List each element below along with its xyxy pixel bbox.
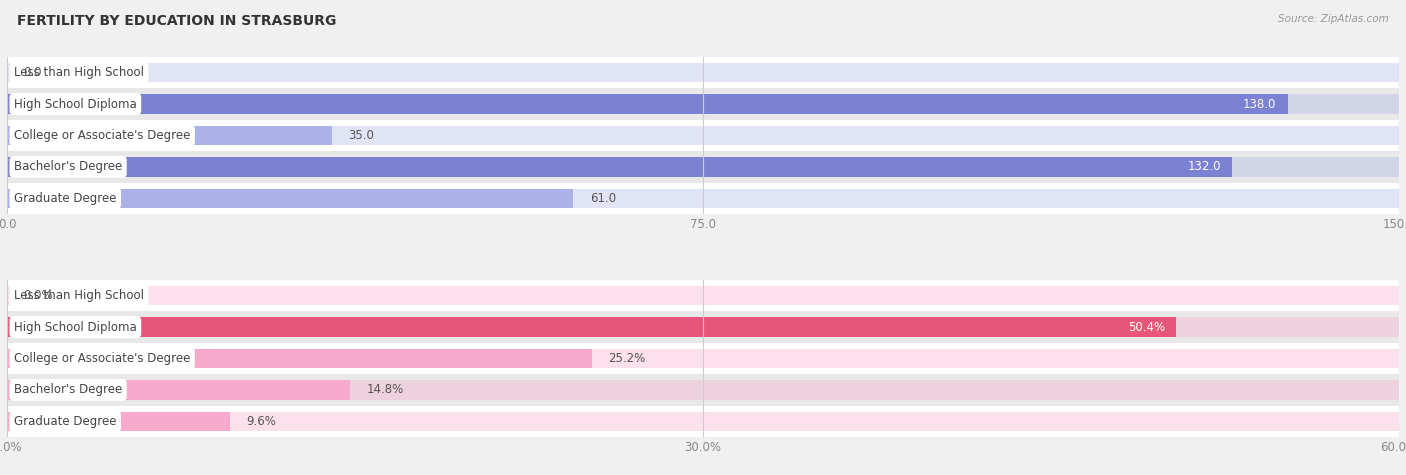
Text: FERTILITY BY EDUCATION IN STRASBURG: FERTILITY BY EDUCATION IN STRASBURG [17,14,336,28]
Bar [7,126,1399,145]
Text: 14.8%: 14.8% [367,383,405,397]
Bar [7,151,1399,182]
Bar [7,157,1232,177]
Text: Less than High School: Less than High School [14,289,143,302]
Bar [7,343,1399,374]
Bar [7,182,1399,214]
Bar [7,57,1399,88]
Bar [7,126,332,145]
Text: High School Diploma: High School Diploma [14,321,136,333]
Text: High School Diploma: High School Diploma [14,97,136,111]
Text: Less than High School: Less than High School [14,66,143,79]
Text: 61.0: 61.0 [589,192,616,205]
Bar [7,312,1399,343]
Bar [7,280,1399,312]
Text: 0.0%: 0.0% [24,289,53,302]
Text: Bachelor's Degree: Bachelor's Degree [14,383,122,397]
Bar [7,411,1399,431]
Bar [7,380,1399,399]
Bar [7,374,1399,406]
Bar [7,349,1399,368]
Text: College or Associate's Degree: College or Associate's Degree [14,352,190,365]
Bar [7,95,1288,114]
Text: Graduate Degree: Graduate Degree [14,415,117,428]
Bar [7,411,229,431]
Text: 50.4%: 50.4% [1128,321,1166,333]
Text: 25.2%: 25.2% [609,352,645,365]
Bar [7,189,1399,208]
Bar [7,406,1399,437]
Bar [7,95,1399,114]
Bar [7,63,1399,83]
Bar [7,88,1399,120]
Bar [7,120,1399,151]
Bar [7,157,1399,177]
Text: Bachelor's Degree: Bachelor's Degree [14,161,122,173]
Bar [7,349,592,368]
Bar [7,189,574,208]
Bar [7,380,350,399]
Text: 0.0: 0.0 [24,66,42,79]
Bar [7,317,1177,337]
Text: 132.0: 132.0 [1187,161,1220,173]
Text: 35.0: 35.0 [349,129,374,142]
Text: 138.0: 138.0 [1243,97,1277,111]
Bar [7,317,1399,337]
Text: Graduate Degree: Graduate Degree [14,192,117,205]
Text: 9.6%: 9.6% [246,415,277,428]
Text: Source: ZipAtlas.com: Source: ZipAtlas.com [1278,14,1389,24]
Bar [7,286,1399,305]
Text: College or Associate's Degree: College or Associate's Degree [14,129,190,142]
